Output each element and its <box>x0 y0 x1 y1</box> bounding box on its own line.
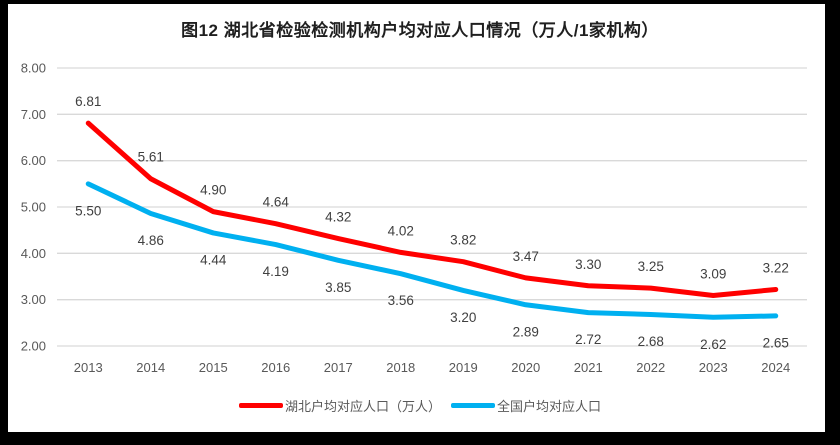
data-label-series-0: 3.82 <box>450 233 476 248</box>
data-label-series-0: 4.32 <box>325 210 351 225</box>
y-axis-tick-label: 6.00 <box>21 153 46 168</box>
x-axis-tick-label: 2014 <box>136 360 165 375</box>
data-label-series-0: 3.22 <box>763 260 789 275</box>
chart-title: 图12 湖北省检验检测机构户均对应人口情况（万人/1家机构） <box>181 21 659 40</box>
y-axis-tick-label: 4.00 <box>21 246 46 261</box>
data-label-series-0: 3.30 <box>575 257 601 272</box>
y-axis-tick-label: 8.00 <box>21 61 46 76</box>
x-axis-tick-label: 2022 <box>636 360 665 375</box>
data-label-series-1: 4.86 <box>138 233 164 248</box>
x-axis-tick-label: 2020 <box>511 360 540 375</box>
series-line-1 <box>85 181 779 320</box>
data-label-series-0: 6.81 <box>75 94 101 109</box>
data-label-series-0: 3.47 <box>513 249 539 264</box>
x-axis-tick-label: 2019 <box>449 360 478 375</box>
data-label-series-0: 3.09 <box>700 266 726 281</box>
data-label-series-0: 3.25 <box>638 259 664 274</box>
legend-label-hubei: 湖北户均对应人口（万人） <box>284 399 441 414</box>
data-label-series-1: 3.56 <box>388 293 414 308</box>
chart-background <box>8 4 825 432</box>
legend-label-national: 全国户均对应人口 <box>497 399 602 414</box>
data-label-series-0: 5.61 <box>138 150 164 165</box>
x-axis-tick-label: 2016 <box>261 360 290 375</box>
x-axis-tick-label: 2018 <box>386 360 415 375</box>
legend: 湖北户均对应人口（万人） 全国户均对应人口 <box>0 396 840 415</box>
y-axis-tick-label: 5.00 <box>21 200 46 215</box>
data-label-series-1: 4.44 <box>200 252 227 267</box>
data-label-series-1: 2.72 <box>575 332 601 347</box>
y-axis-tick-label: 3.00 <box>21 292 46 307</box>
x-axis-tick-label: 2021 <box>574 360 603 375</box>
y-axis-tick-label: 7.00 <box>21 107 46 122</box>
data-label-series-1: 3.20 <box>450 310 476 325</box>
x-axis-tick-label: 2023 <box>699 360 728 375</box>
data-label-series-1: 2.62 <box>700 337 726 352</box>
series-line-0 <box>85 120 779 298</box>
x-axis-tick-label: 2017 <box>324 360 353 375</box>
national-line-swatch <box>451 403 495 408</box>
data-label-series-0: 4.02 <box>388 223 414 238</box>
data-label-series-1: 4.19 <box>263 264 289 279</box>
data-label-series-0: 4.90 <box>200 183 226 198</box>
data-label-series-1: 2.68 <box>638 334 664 349</box>
legend-item-hubei: 湖北户均对应人口（万人） <box>238 396 441 415</box>
data-label-series-1: 5.50 <box>75 203 101 218</box>
data-label-series-0: 4.64 <box>263 195 290 210</box>
data-label-series-1: 2.65 <box>763 335 789 350</box>
data-label-series-1: 3.85 <box>325 280 351 295</box>
x-axis-tick-label: 2024 <box>761 360 790 375</box>
data-label-series-1: 2.89 <box>513 324 539 339</box>
legend-item-national: 全国户均对应人口 <box>451 396 601 415</box>
y-axis-tick-label: 2.00 <box>21 339 46 354</box>
x-axis-tick-label: 2013 <box>74 360 103 375</box>
hubei-line-swatch <box>238 403 283 408</box>
x-axis-tick-label: 2015 <box>199 360 228 375</box>
